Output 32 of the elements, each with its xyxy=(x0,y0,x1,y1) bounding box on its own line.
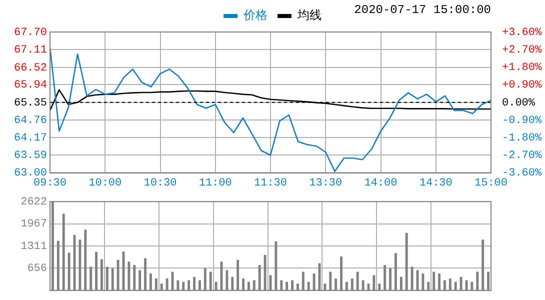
y-tick-label: 67.70 xyxy=(14,26,47,39)
y-tick-label: 1967 xyxy=(20,218,47,231)
x-tick-label: 13:30 xyxy=(309,177,342,190)
y-tick-label: 65.94 xyxy=(14,80,48,92)
y-tick-label: 64.76 xyxy=(14,114,47,127)
legend-label: 均线 xyxy=(296,9,322,24)
x-tick-label: 10:30 xyxy=(144,177,177,190)
y2-tick-label: -2.70% xyxy=(502,150,542,162)
x-tick-label: 10:00 xyxy=(88,177,122,190)
y2-tick-label: +3.60% xyxy=(502,26,542,39)
y2-tick-label: 0.00% xyxy=(502,97,536,110)
y-tick-label: 656 xyxy=(27,263,47,276)
y2-tick-label: +2.70% xyxy=(502,44,542,57)
x-tick-label: 09:30 xyxy=(33,177,67,190)
x-tick-label: 11:30 xyxy=(254,177,288,190)
y-tick-label: 63.59 xyxy=(14,150,47,162)
y2-tick-label: -0.90% xyxy=(502,114,542,127)
x-tick-label: 14:00 xyxy=(364,177,398,190)
x-tick-label: 15:00 xyxy=(474,177,508,190)
x-tick-label: 14:30 xyxy=(419,177,452,190)
y2-tick-label: -1.80% xyxy=(502,132,542,145)
x-tick-label: 11:00 xyxy=(198,177,232,190)
y-tick-label: 65.35 xyxy=(14,97,47,110)
y-tick-label: 1311 xyxy=(20,240,48,253)
y-tick-label: 64.17 xyxy=(14,132,47,145)
y-tick-label: 2622 xyxy=(20,196,47,209)
y-tick-label: 66.52 xyxy=(14,62,47,74)
y2-tick-label: +1.80% xyxy=(502,62,542,74)
y2-tick-label: +0.90% xyxy=(502,80,542,92)
text: 2020-07-17 15:00:00 xyxy=(354,3,491,18)
y-tick-label: 67.11 xyxy=(14,44,48,57)
legend-label: 价格 xyxy=(242,9,268,24)
